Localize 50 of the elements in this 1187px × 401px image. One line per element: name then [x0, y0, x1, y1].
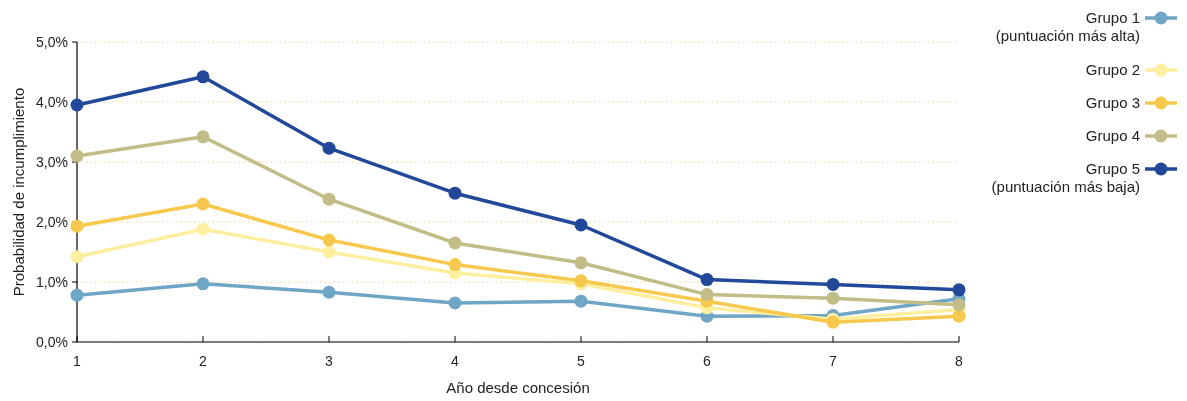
point: [952, 298, 966, 312]
point: [196, 70, 210, 84]
point: [700, 273, 714, 287]
point: [70, 149, 84, 163]
x-tick-label: 2: [199, 353, 208, 369]
legend-label: Grupo 5 (puntuación más baja): [991, 160, 1140, 196]
legend-label: Grupo 2: [1085, 61, 1140, 79]
x-tick-label: 7: [829, 353, 838, 369]
point: [574, 218, 588, 232]
point: [322, 245, 336, 259]
y-tick-label: 0,0%: [36, 333, 68, 350]
point: [952, 309, 966, 323]
point: [448, 258, 462, 272]
y-tick-label: 4,0%: [36, 93, 68, 110]
y-tick-label: 5,0%: [36, 33, 68, 50]
point: [196, 277, 210, 291]
point: [196, 197, 210, 211]
point: [322, 233, 336, 247]
point: [700, 288, 714, 302]
y-tick-label: 1,0%: [36, 273, 68, 290]
x-axis-title: Año desde concesión: [446, 379, 590, 396]
point: [574, 294, 588, 308]
x-tick-label: 3: [325, 353, 334, 369]
point: [448, 236, 462, 250]
point: [70, 98, 84, 112]
legend-label: Grupo 1 (puntuación más alta): [995, 9, 1140, 45]
point: [70, 219, 84, 233]
y-tick-label: 3,0%: [36, 153, 68, 170]
point: [826, 277, 840, 291]
point: [952, 283, 966, 297]
x-tick-label: 4: [451, 353, 460, 369]
point: [826, 291, 840, 305]
y-axis-title: Probabilidad de incumplimiento: [10, 87, 27, 297]
y-tick-label: 2,0%: [36, 213, 68, 230]
x-tick-label: 5: [577, 353, 586, 369]
point: [196, 130, 210, 144]
point: [448, 186, 462, 200]
point: [574, 256, 588, 270]
point: [70, 288, 84, 302]
point: [70, 250, 84, 264]
point: [448, 296, 462, 310]
legend-label: Grupo 3: [1085, 94, 1140, 112]
point: [322, 285, 336, 299]
point: [196, 222, 210, 236]
x-tick-label: 1: [73, 353, 82, 369]
point: [322, 141, 336, 155]
x-tick-label: 6: [703, 353, 712, 369]
legend-label: Grupo 4: [1085, 127, 1140, 145]
point: [322, 192, 336, 206]
x-tick-label: 8: [955, 353, 964, 369]
